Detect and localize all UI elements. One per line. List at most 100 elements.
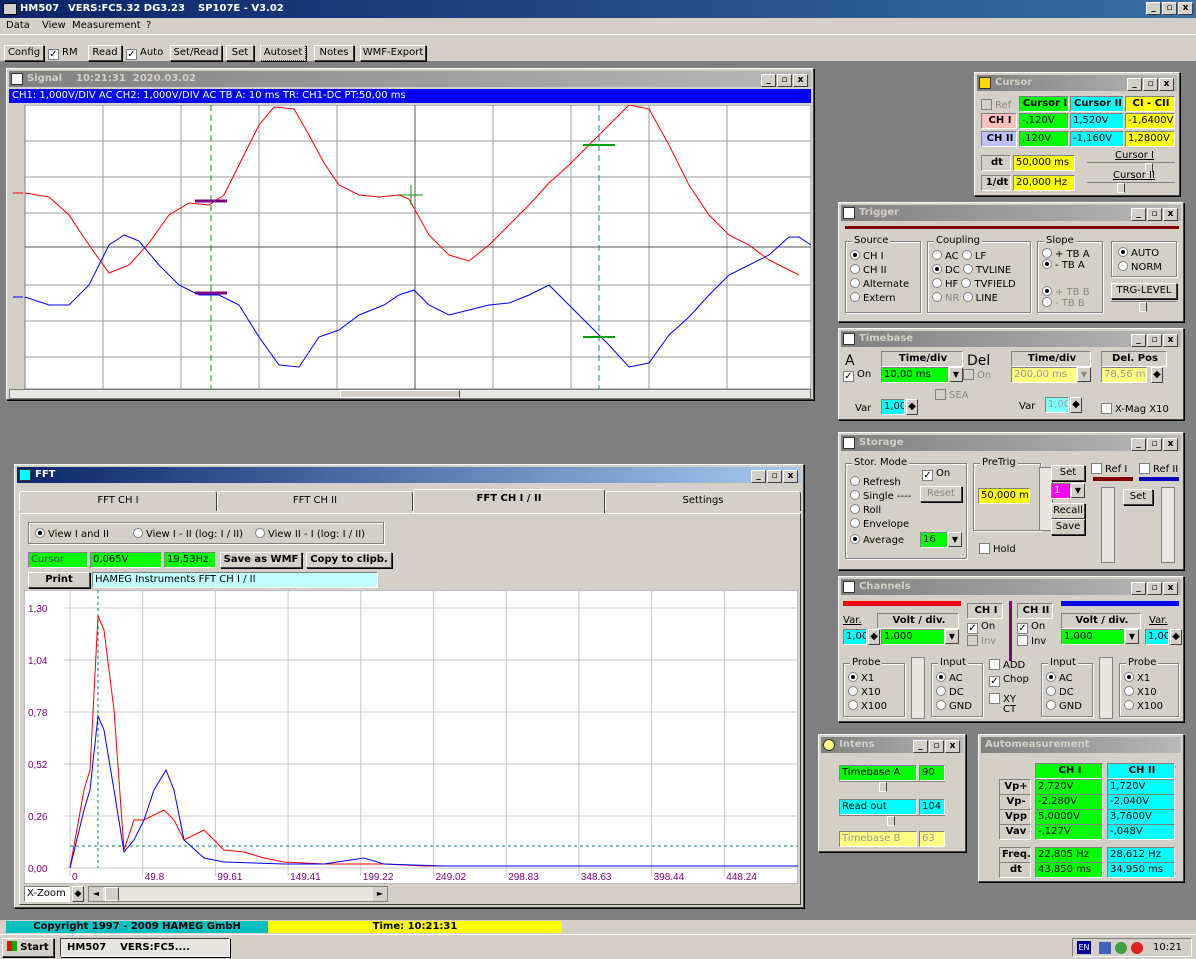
mode-single-radio[interactable]: Single ---- <box>850 490 911 503</box>
close-button[interactable]: x <box>1163 582 1178 595</box>
minimize-button[interactable]: _ <box>1131 208 1146 221</box>
maximize-button[interactable]: ▫ <box>1147 208 1162 221</box>
time-div-b-dropdown-icon[interactable]: ▼ <box>1077 367 1091 382</box>
coupling-tvline-radio[interactable] <box>962 264 973 274</box>
time-div-a-dropdown-icon[interactable]: ▼ <box>949 367 963 382</box>
maximize-button[interactable]: ▫ <box>929 740 944 753</box>
notes-button[interactable]: Notes <box>314 45 354 61</box>
ch2-var-spinner[interactable]: ◆ <box>1170 629 1182 645</box>
read-out-intens-slider[interactable] <box>839 815 945 827</box>
menu-view[interactable]: View <box>42 20 66 31</box>
tray-app-icon[interactable] <box>1115 942 1127 954</box>
slope-minus-tbb-radio[interactable]: - TB B <box>1042 297 1085 310</box>
ref-dropdown-icon[interactable]: ▼ <box>1071 483 1085 498</box>
ch1-probe-x1-radio[interactable]: X1 <box>848 672 874 685</box>
slope-plus-tba-radio[interactable]: + TB A <box>1042 248 1090 261</box>
hold-checkbox[interactable]: Hold <box>979 543 1016 556</box>
ref-set2-button[interactable]: Set <box>1123 489 1153 505</box>
ref1-scrollbar[interactable] <box>1101 487 1115 563</box>
view-ii-minus-i-radio[interactable]: View II - I (log: I / II) <box>255 528 365 541</box>
average-dropdown-icon[interactable]: ▼ <box>948 532 962 547</box>
taskbar-hm507-item[interactable]: HM507 VERS:FC5.... <box>60 938 230 957</box>
maximize-button[interactable]: ▫ <box>777 74 792 87</box>
menu-data[interactable]: Data <box>6 20 30 31</box>
reset-button[interactable]: Reset <box>920 486 962 502</box>
close-button[interactable]: x <box>783 470 798 483</box>
minimize-button[interactable]: _ <box>751 470 766 483</box>
print-button[interactable]: Print <box>28 572 90 588</box>
trigger-norm-radio[interactable]: NORM <box>1118 261 1162 274</box>
maximize-button[interactable]: ▫ <box>1162 2 1177 15</box>
pretrig-scrollbar[interactable] <box>1039 467 1053 531</box>
chop-checkbox[interactable]: ✓ Chop <box>989 674 1029 687</box>
menu-measurement[interactable]: Measurement <box>72 20 141 31</box>
ch1-vdiv-select[interactable]: 1,000 <box>881 629 945 645</box>
close-button[interactable]: x <box>1163 208 1178 221</box>
coupling-lf-radio[interactable] <box>961 250 972 260</box>
copy-to-clipboard-button[interactable]: Copy to clipb. <box>306 552 392 568</box>
close-button[interactable]: x <box>1178 2 1193 15</box>
source-extern-radio[interactable]: Extern <box>850 292 896 305</box>
auto-checkbox[interactable]: ✓ Auto <box>126 47 164 60</box>
ch2-input-ac-radio[interactable]: AC <box>1046 672 1073 685</box>
ch1-on-checkbox[interactable]: ✓ On <box>967 621 996 634</box>
start-button[interactable]: Start <box>2 938 54 957</box>
ch2-input-dc-radio[interactable]: DC <box>1046 686 1074 699</box>
ref2-checkbox[interactable]: Ref II <box>1139 463 1178 476</box>
ref-number-select[interactable]: 1 <box>1051 483 1071 499</box>
ch1-input-gnd-radio[interactable]: GND <box>936 700 972 713</box>
average-count-select[interactable]: 16 <box>920 532 948 548</box>
ch2-input-gnd-radio[interactable]: GND <box>1046 700 1082 713</box>
ref1-checkbox[interactable]: Ref I <box>1091 463 1127 476</box>
var-a-spinner[interactable]: ◆ <box>906 399 918 415</box>
ch1-vdiv-dropdown-icon[interactable]: ▼ <box>945 629 959 644</box>
minimize-button[interactable]: _ <box>761 74 776 87</box>
trigger-auto-radio[interactable]: AUTO <box>1118 247 1159 260</box>
cursor-ii-slider[interactable] <box>1087 182 1175 194</box>
close-button[interactable]: x <box>1163 438 1178 451</box>
ch1-input-dc-radio[interactable]: DC <box>936 686 964 699</box>
tab-fft-ch1-ch2[interactable]: FFT CH I / II <box>413 489 605 513</box>
wmf-export-button[interactable]: WMF-Export <box>360 45 426 61</box>
x-mag-checkbox[interactable]: X-Mag X10 <box>1101 403 1169 416</box>
ch2-inv-checkbox[interactable]: Inv <box>1017 635 1046 648</box>
close-button[interactable]: x <box>1163 334 1178 347</box>
menu-help[interactable]: ? <box>146 20 152 31</box>
network-icon[interactable] <box>1099 942 1111 954</box>
trg-level-slider[interactable] <box>1111 301 1177 313</box>
mode-average-radio[interactable]: Average <box>850 534 904 547</box>
source-ch2-radio[interactable]: CH II <box>850 264 887 277</box>
ch1-position-scrollbar[interactable] <box>911 657 925 719</box>
timebase-a-intens-slider[interactable] <box>839 781 945 793</box>
ch2-probe-x1-radio[interactable]: X1 <box>1124 672 1150 685</box>
tab-settings[interactable]: Settings <box>605 491 801 511</box>
ch1-inv-checkbox[interactable]: Inv <box>967 635 996 648</box>
stor-on-checkbox[interactable]: ✓ On <box>922 468 951 481</box>
ch1-probe-x100-radio[interactable]: X100 <box>848 700 887 713</box>
close-button[interactable]: x <box>945 740 960 753</box>
coupling-line-radio[interactable] <box>962 292 973 302</box>
maximize-button[interactable]: ▫ <box>1147 438 1162 451</box>
fft-hscrollbar[interactable]: ◄ ► <box>88 886 388 902</box>
save-button[interactable]: Save <box>1051 519 1085 535</box>
add-checkbox[interactable]: ADD <box>989 659 1025 672</box>
signal-hscrollbar[interactable] <box>9 389 811 399</box>
ch2-probe-x10-radio[interactable]: X10 <box>1124 686 1157 699</box>
ch1-probe-x10-radio[interactable]: X10 <box>848 686 881 699</box>
time-div-b-select[interactable]: 200,00 ms <box>1011 367 1077 383</box>
recall-button[interactable]: Recall <box>1051 503 1085 519</box>
coupling-dc-radio[interactable]: DC TVLINE <box>932 264 1011 277</box>
fft-note-field[interactable]: HAMEG Instruments FFT CH I / II <box>92 572 378 588</box>
maximize-button[interactable]: ▫ <box>1147 334 1162 347</box>
language-indicator[interactable]: EN <box>1077 941 1091 954</box>
minimize-button[interactable]: _ <box>1127 78 1142 91</box>
maximize-button[interactable]: ▫ <box>1147 582 1162 595</box>
slope-minus-tba-radio[interactable]: - TB A <box>1042 259 1085 272</box>
minimize-button[interactable]: _ <box>1146 2 1161 15</box>
minimize-button[interactable]: _ <box>913 740 928 753</box>
coupling-hf-radio[interactable]: HF TVFIELD <box>932 278 1016 291</box>
trg-level-button[interactable]: TRG-LEVEL <box>1111 283 1177 299</box>
ch2-vdiv-dropdown-icon[interactable]: ▼ <box>1125 629 1139 644</box>
set-button[interactable]: Set <box>226 45 254 61</box>
del-pos-spinner[interactable]: ◆ <box>1151 367 1163 383</box>
